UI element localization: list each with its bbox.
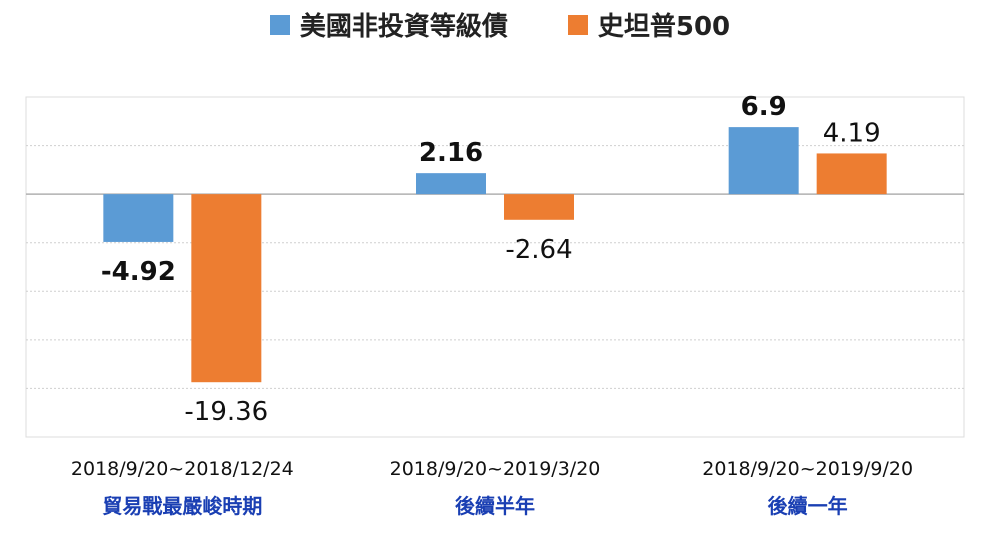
legend-item-series2: 史坦普500	[567, 6, 731, 43]
legend: 美國非投資等級債 史坦普500	[0, 6, 1000, 43]
legend-label-series2: 史坦普500	[597, 12, 731, 42]
category-label-2: 2018/9/20~2019/3/20	[390, 458, 601, 480]
data-label-series2-1: -19.36	[184, 397, 268, 427]
legend-label-series1: 美國非投資等級債	[299, 12, 508, 42]
data-label-series1-3: 6.9	[741, 92, 787, 122]
legend-item-series1: 美國非投資等級債	[269, 6, 508, 43]
legend-swatch-series1	[269, 14, 290, 35]
data-label-series1-1: -4.92	[101, 257, 176, 287]
category-label-1: 2018/9/20~2018/12/24	[71, 458, 294, 480]
bar-series2-1	[191, 194, 262, 383]
plot-area	[25, 96, 965, 438]
bar-series2-2	[504, 194, 574, 220]
data-label-series1-2: 2.16	[419, 138, 483, 168]
bar-series1-3	[728, 127, 799, 195]
data-label-series2-2: -2.64	[505, 235, 572, 265]
bar-series2-3	[816, 153, 887, 195]
bar-series1-1	[103, 194, 174, 242]
category-label-3: 2018/9/20~2019/9/20	[702, 458, 913, 480]
category-title-3: 後續一年	[768, 494, 848, 518]
data-label-series2-3: 4.19	[823, 118, 881, 148]
legend-swatch-series2	[567, 14, 588, 35]
category-title-2: 後續半年	[455, 494, 535, 518]
category-title-1: 貿易戰最嚴峻時期	[102, 494, 262, 518]
bar-series1-2	[416, 173, 486, 195]
